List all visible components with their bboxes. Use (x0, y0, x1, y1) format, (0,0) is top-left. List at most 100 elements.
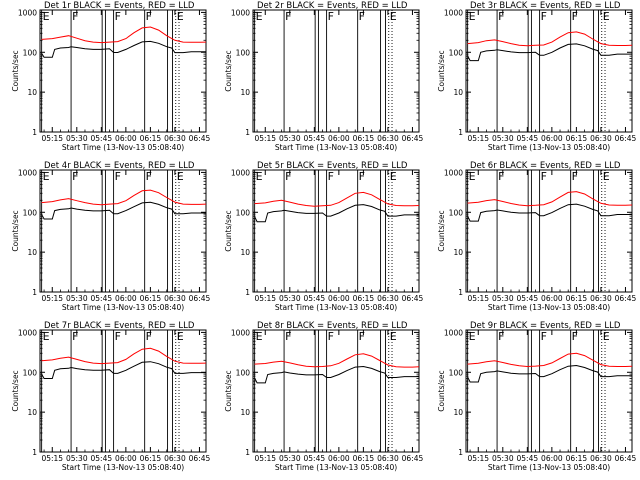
y-axis-label: Counts/sec (437, 370, 446, 411)
event-marker-label: E (256, 170, 263, 183)
event-marker-label: E (177, 170, 184, 183)
x-axis-label: Start Time (13-Nov-13 05:08:40) (488, 303, 610, 312)
event-marker-label: E (469, 330, 476, 343)
y-tick-label: 10 (27, 88, 37, 97)
x-axis-label: Start Time (13-Nov-13 05:08:40) (62, 143, 184, 152)
x-tick-label: 06:45 (402, 134, 424, 143)
event-marker-label: F (541, 10, 547, 23)
panel-title: Det 5r BLACK = Events, RED = LLD (257, 161, 408, 171)
event-marker-label: F (498, 170, 504, 183)
event-marker-label: F (498, 330, 504, 343)
x-tick-label: 05:45 (517, 294, 539, 303)
event-marker-label: E (256, 10, 263, 23)
lld-series-line (467, 31, 633, 47)
x-axis-label: Start Time (13-Nov-13 05:08:40) (488, 143, 610, 152)
x-tick-label: 06:15 (566, 294, 588, 303)
y-tick-label: 1 (32, 288, 37, 297)
y-tick-label: 1000 (18, 328, 37, 337)
x-tick-label: 05:15 (467, 454, 489, 463)
y-tick-label: 10 (27, 408, 37, 417)
chart-panel: Det 9r BLACK = Events, RED = LLD 1 10 100 10… (437, 321, 636, 472)
x-tick-label: 06:00 (541, 454, 563, 463)
y-axis-label: Counts/sec (11, 50, 20, 91)
x-tick-label: 06:30 (377, 294, 399, 303)
x-tick-label: 05:15 (254, 294, 276, 303)
x-tick-label: 06:00 (328, 134, 350, 143)
y-axis-label: Counts/sec (11, 370, 20, 411)
x-tick-label: 05:30 (492, 454, 514, 463)
x-tick-label: 06:30 (164, 294, 186, 303)
x-tick-label: 06:45 (189, 294, 211, 303)
panel-title: Det 3r BLACK = Events, RED = LLD (470, 1, 621, 11)
event-marker-label: E (390, 330, 397, 343)
panel-title: Det 9r BLACK = Events, RED = LLD (470, 321, 621, 331)
chart-panel: Det 7r BLACK = Events, RED = LLD 1 10 100 10… (11, 321, 210, 472)
x-axis-label: Start Time (13-Nov-13 05:08:40) (488, 463, 610, 472)
x-tick-label: 06:00 (541, 294, 563, 303)
x-tick-label: 05:30 (66, 454, 88, 463)
y-tick-label: 100 (236, 48, 251, 57)
plot-frame (465, 169, 633, 293)
x-tick-label: 06:45 (615, 454, 637, 463)
y-tick-label: 100 (236, 208, 251, 217)
event-marker-label: E (469, 170, 476, 183)
y-axis-label: Counts/sec (224, 370, 233, 411)
x-tick-label: 05:30 (66, 134, 88, 143)
x-tick-label: 06:45 (189, 134, 211, 143)
x-tick-label: 06:15 (140, 134, 162, 143)
y-tick-label: 10 (453, 88, 463, 97)
x-axis-label: Start Time (13-Nov-13 05:08:40) (62, 303, 184, 312)
events-series-line (41, 40, 206, 58)
plot-frame (39, 9, 207, 133)
x-tick-label: 06:45 (402, 294, 424, 303)
events-series-line (41, 201, 206, 220)
y-tick-label: 10 (240, 88, 250, 97)
y-axis-label: Counts/sec (224, 210, 233, 251)
y-tick-label: 100 (23, 48, 38, 57)
event-marker-label: F (72, 10, 78, 23)
x-tick-label: 06:30 (377, 134, 399, 143)
x-tick-label: 06:45 (615, 134, 637, 143)
panel-title: Det 2r BLACK = Events, RED = LLD (257, 1, 408, 11)
x-axis-label: Start Time (13-Nov-13 05:08:40) (62, 463, 184, 472)
x-tick-label: 06:00 (115, 454, 137, 463)
event-marker-label: F (285, 330, 291, 343)
y-tick-label: 10 (27, 248, 37, 257)
chart-panel: Det 6r BLACK = Events, RED = LLD 1 10 100 10… (437, 161, 636, 312)
chart-panel: Det 2r BLACK = Events, RED = LLD 1 10 100 10… (224, 1, 423, 152)
x-tick-label: 05:45 (304, 294, 326, 303)
chart-panel: Det 3r BLACK = Events, RED = LLD 1 10 100 10… (437, 1, 636, 152)
lld-series-line (254, 191, 420, 207)
event-marker-label: F (285, 10, 291, 23)
x-tick-label: 05:15 (41, 294, 63, 303)
y-tick-label: 10 (240, 408, 250, 417)
event-marker-label: E (469, 10, 476, 23)
x-tick-label: 05:30 (492, 294, 514, 303)
chart-panel: Det 4r BLACK = Events, RED = LLD 1 10 100 10… (11, 161, 210, 312)
events-series-line (254, 365, 419, 384)
event-marker-label: F (328, 170, 334, 183)
x-tick-label: 06:00 (115, 294, 137, 303)
event-marker-label: F (115, 170, 121, 183)
x-tick-label: 06:30 (590, 134, 612, 143)
x-tick-label: 06:45 (615, 294, 637, 303)
x-tick-label: 06:15 (353, 134, 375, 143)
x-tick-label: 05:30 (66, 294, 88, 303)
event-marker-label: E (43, 170, 50, 183)
panel-title: Det 8r BLACK = Events, RED = LLD (257, 321, 408, 331)
event-marker-label: E (603, 170, 610, 183)
y-tick-label: 100 (236, 368, 251, 377)
y-tick-label: 100 (449, 368, 464, 377)
y-tick-label: 1 (32, 448, 37, 457)
event-marker-label: E (256, 330, 263, 343)
lld-series-line (41, 189, 207, 206)
x-axis-label: Start Time (13-Nov-13 05:08:40) (275, 303, 397, 312)
event-marker-label: E (603, 10, 610, 23)
x-tick-label: 05:30 (279, 454, 301, 463)
x-tick-label: 06:00 (328, 454, 350, 463)
y-tick-label: 10 (453, 248, 463, 257)
y-tick-label: 1000 (18, 168, 37, 177)
y-axis-label: Counts/sec (437, 210, 446, 251)
y-tick-label: 10 (240, 248, 250, 257)
x-tick-label: 06:30 (590, 454, 612, 463)
